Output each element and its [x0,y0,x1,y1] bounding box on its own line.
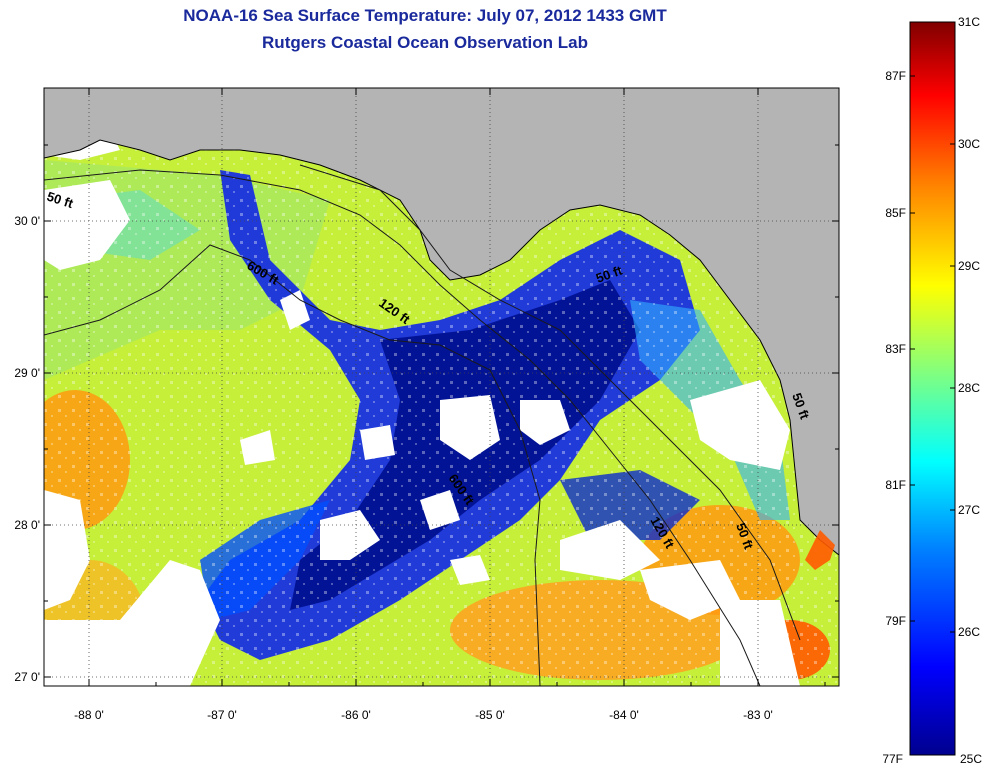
y-tick-label: 29 0' [14,366,40,380]
land-mass [44,88,839,555]
colorbar-fahrenheit-label: 85F [885,206,906,220]
sst-map-panel: 50 ft 600 ft 120 ft 50 ft 600 ft 120 ft … [44,88,839,686]
colorbar-fahrenheit-label: 83F [885,342,906,356]
map-title: NOAA-16 Sea Surface Temperature: July 07… [183,6,667,25]
x-tick-label: -86 0' [341,708,371,722]
graticule [44,88,839,686]
x-tick-label: -83 0' [743,708,773,722]
y-tick-label: 27 0' [14,670,40,684]
x-tick-label: -88 0' [74,708,104,722]
colorbar-fahrenheit-label: 77F [882,752,903,766]
x-tick-label: -85 0' [475,708,505,722]
colorbar-celsius-label: 30C [958,137,980,151]
colorbar-ticks [910,21,955,633]
map-subtitle: Rutgers Coastal Ocean Observation Lab [262,33,588,52]
x-tick-label: -87 0' [207,708,237,722]
colorbar-celsius-label: 28C [958,381,980,395]
coastline [44,139,839,556]
axis-ticks [44,88,839,686]
colorbar-celsius-label: 26C [958,625,980,639]
temperature-colorbar [909,21,956,756]
colorbar-fahrenheit-label: 81F [885,478,906,492]
y-tick-label: 30 0' [14,214,40,228]
x-tick-label: -84 0' [609,708,639,722]
colorbar-celsius-label: 31C [958,15,980,29]
y-tick-label: 28 0' [14,518,40,532]
colorbar-fahrenheit-label: 79F [885,614,906,628]
colorbar-celsius-label: 27C [958,503,980,517]
map-border [43,87,840,687]
colorbar-celsius-label: 29C [958,259,980,273]
colorbar-fahrenheit-label: 87F [885,69,906,83]
colorbar-celsius-label: 25C [960,752,982,766]
depth-contours [44,164,801,686]
